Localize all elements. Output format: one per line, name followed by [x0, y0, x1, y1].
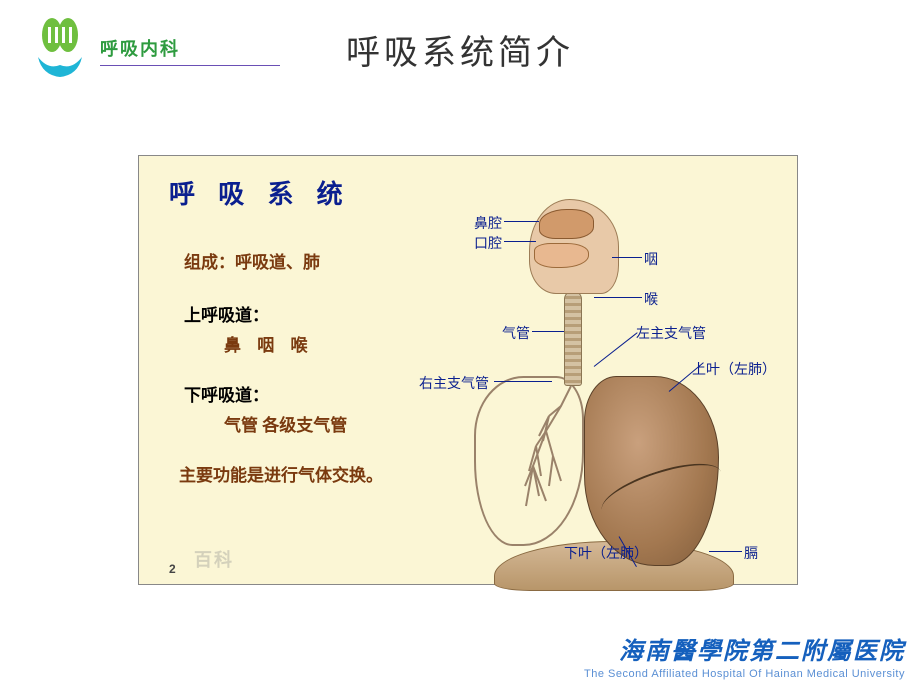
leader-diaphragm	[709, 551, 742, 552]
diagram-panel: 呼 吸 系 统 组成：呼吸道、肺 上呼吸道： 鼻 咽 喉 下呼吸道： 气管 各级…	[138, 155, 798, 585]
composition-line: 组成：呼吸道、肺	[184, 248, 320, 273]
leader-pharynx	[612, 257, 642, 258]
label-trachea: 气管	[502, 323, 530, 343]
department-label-wrap: 呼吸内科	[100, 35, 280, 66]
slide-footer: 海南醫學院第二附屬医院 The Second Affiliated Hospit…	[584, 631, 905, 680]
department-label: 呼吸内科	[100, 35, 280, 65]
composition-label: 组成：	[184, 253, 235, 272]
department-underline	[100, 65, 280, 66]
anatomy-illustration: 鼻腔 口腔 气管 右主支气管 咽 喉 左主支气管 上叶（左肺） 下叶（左肺） 膈	[434, 191, 789, 571]
label-left-main-bronchus: 左主支气管	[636, 323, 706, 343]
bronchial-tree-icon	[521, 386, 581, 536]
trachea-shape	[564, 291, 582, 386]
label-lower-lobe-left: 下叶（左肺）	[564, 543, 648, 563]
hospital-logo-icon	[30, 15, 90, 85]
nasal-cavity-shape	[539, 209, 594, 239]
upper-tract-heading: 上呼吸道：	[184, 301, 269, 326]
label-right-main-bronchus: 右主支气管	[419, 373, 489, 393]
label-nasal: 鼻腔	[474, 213, 502, 233]
composition-value: 呼吸道、肺	[235, 253, 320, 272]
leader-right-bronchus	[494, 381, 552, 382]
page-number: 2	[169, 562, 176, 576]
label-pharynx: 咽	[644, 249, 658, 269]
panel-title: 呼 吸 系 统	[169, 174, 351, 211]
leader-trachea	[532, 331, 564, 332]
label-diaphragm: 膈	[744, 543, 758, 563]
oral-cavity-shape	[534, 243, 589, 268]
leader-larynx	[594, 297, 642, 298]
slide-title: 呼吸系统简介	[346, 25, 574, 74]
footer-hospital-cn: 海南醫學院第二附屬医院	[584, 631, 905, 666]
lower-tract-heading: 下呼吸道：	[184, 381, 269, 406]
function-line: 主要功能是进行气体交换。	[179, 461, 383, 486]
leader-oral	[504, 241, 536, 242]
footer-hospital-en: The Second Affiliated Hospital Of Hainan…	[584, 668, 905, 680]
right-lung-outline	[474, 376, 584, 546]
leader-left-bronchus	[594, 332, 638, 367]
lower-tract-items: 气管 各级支气管	[224, 411, 347, 436]
upper-tract-items: 鼻 咽 喉	[224, 331, 314, 356]
slide-header: 呼吸内科	[30, 15, 280, 85]
label-oral: 口腔	[474, 233, 502, 253]
label-upper-lobe-left: 上叶（左肺）	[692, 359, 776, 379]
label-larynx: 喉	[644, 289, 658, 309]
watermark: 百科	[194, 546, 234, 572]
leader-nasal	[504, 221, 539, 222]
